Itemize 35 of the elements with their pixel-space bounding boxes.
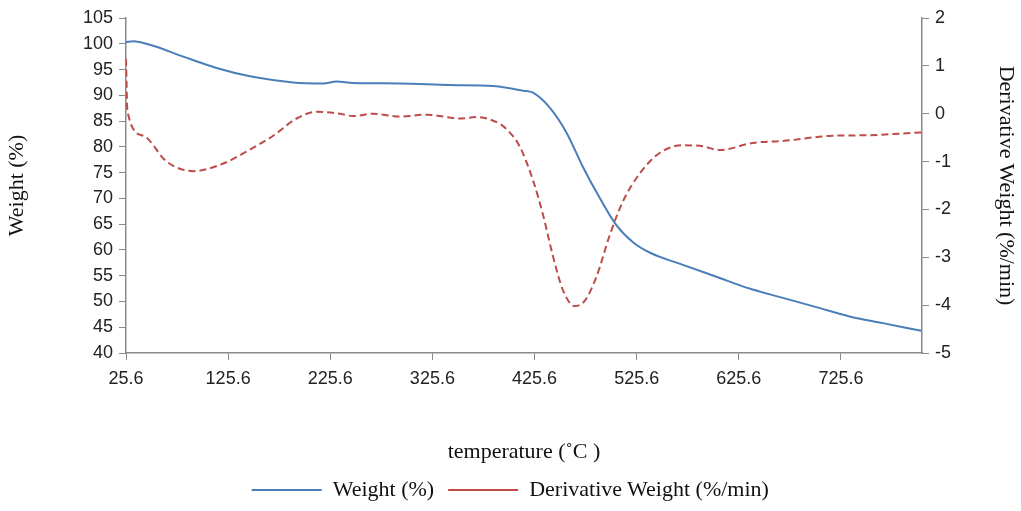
y-tick-label: 100 xyxy=(82,32,113,53)
x-tick-label: 425.6 xyxy=(512,367,558,388)
y-tick-label: 95 xyxy=(92,58,113,79)
y-tick-label: 50 xyxy=(92,290,113,311)
y-tick-label: 90 xyxy=(92,84,113,105)
y2-tick-label: 2 xyxy=(935,6,946,27)
y-tick-label: 55 xyxy=(92,264,113,285)
y-tick-label: 75 xyxy=(92,161,113,182)
y2-tick-label: -5 xyxy=(935,341,952,362)
x-tick-label: 525.6 xyxy=(614,367,660,388)
y-tick-label: 70 xyxy=(92,187,113,208)
x-tick-label: 25.6 xyxy=(108,367,144,388)
x-tick-label: 625.6 xyxy=(716,367,762,388)
y2-tick-label: -3 xyxy=(935,246,952,267)
y-tick-label: 105 xyxy=(82,6,113,27)
y2-tick-label: -4 xyxy=(935,294,952,315)
x-tick-label: 725.6 xyxy=(818,367,864,388)
y2-tick-label: 1 xyxy=(935,54,946,75)
y2-tick-label: 0 xyxy=(935,102,946,123)
x-axis-title: temperature (˚C ) xyxy=(447,437,601,463)
y-axis-title: Weight (%) xyxy=(2,134,28,237)
legend-label: Derivative Weight (%/min) xyxy=(529,475,769,501)
y-tick-label: 60 xyxy=(92,238,113,259)
x-tick-label: 125.6 xyxy=(205,367,251,388)
y-tick-label: 80 xyxy=(92,135,113,156)
legend-label: Weight (%) xyxy=(332,475,435,501)
y-tick-label: 45 xyxy=(92,316,113,337)
x-tick-label: 225.6 xyxy=(307,367,353,388)
x-tick-label: 325.6 xyxy=(409,367,455,388)
y-tick-label: 65 xyxy=(92,213,113,234)
y-tick-label: 85 xyxy=(92,110,113,131)
y2-tick-label: -1 xyxy=(935,150,952,171)
y2-axis-title: Derivative Weight (%/min) xyxy=(995,65,1021,306)
y2-tick-label: -2 xyxy=(935,198,952,219)
y-tick-label: 40 xyxy=(92,341,113,362)
